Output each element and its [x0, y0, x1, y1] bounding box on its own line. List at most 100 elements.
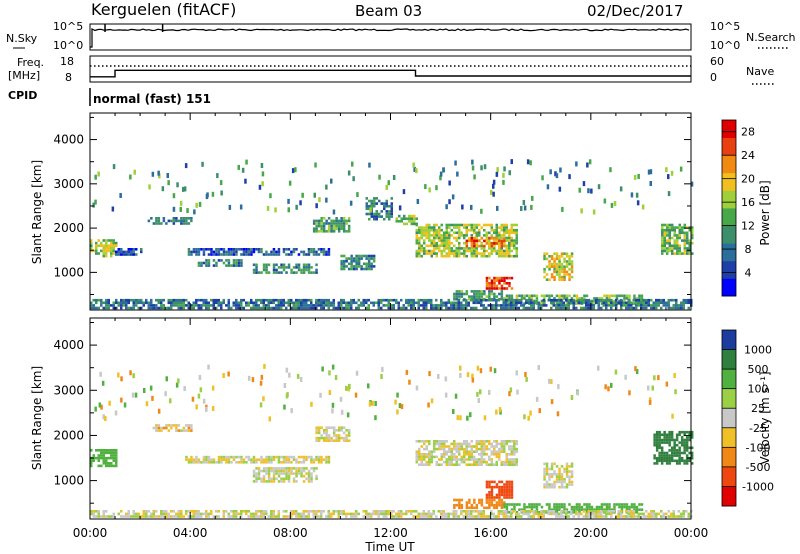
velocity-cell — [347, 439, 351, 442]
power-cell — [485, 254, 488, 258]
power-cell — [545, 273, 549, 276]
velocity-cell — [675, 438, 679, 442]
power-cell — [315, 304, 318, 307]
power-cell — [272, 263, 276, 267]
power-cell — [483, 228, 486, 232]
velocity-cell — [668, 459, 671, 463]
velocity-cell — [287, 455, 291, 459]
power-cell — [92, 304, 95, 307]
velocity-cell — [573, 508, 576, 511]
velocity-cell — [508, 460, 511, 464]
power-cell — [517, 306, 520, 310]
velocity-cell — [495, 460, 498, 464]
power-cell — [225, 264, 228, 267]
power-cell — [425, 236, 428, 240]
velocity-cell — [488, 440, 491, 443]
power-cell — [185, 298, 188, 302]
power-cell — [590, 301, 593, 305]
power-cell — [528, 294, 531, 298]
power-cell — [398, 205, 402, 211]
power-cell — [182, 219, 186, 223]
power-cell — [582, 298, 585, 302]
power-cell — [490, 279, 494, 282]
velocity-cell — [505, 512, 508, 516]
power-cell — [445, 254, 448, 258]
velocity-cell — [347, 429, 351, 432]
velocity-cell — [101, 380, 105, 386]
velocity-cell — [290, 512, 293, 516]
power-cell — [471, 159, 474, 165]
power-cell — [678, 231, 681, 235]
velocity-cell — [155, 424, 158, 427]
power-cell — [483, 249, 486, 253]
velocity-cell — [105, 464, 108, 468]
velocity-cell — [222, 455, 226, 459]
velocity-cell — [312, 512, 315, 516]
power-cell — [510, 159, 513, 165]
velocity-cell — [443, 453, 446, 456]
velocity-cell — [503, 501, 506, 504]
power-cell — [260, 306, 263, 310]
velocity-cell — [467, 515, 470, 518]
velocity-cell — [415, 515, 418, 518]
velocity-cell — [565, 485, 569, 489]
power-cell — [568, 260, 571, 263]
power-cell — [185, 304, 188, 307]
velocity-cell — [627, 515, 630, 518]
power-cell — [442, 301, 445, 305]
velocity-cell — [287, 472, 291, 475]
velocity-cell — [262, 510, 265, 513]
power-cell — [255, 266, 258, 269]
power-cell — [635, 301, 638, 305]
power-cell — [307, 250, 311, 254]
power-cell — [558, 278, 561, 281]
velocity-cell — [185, 512, 188, 516]
power-cell — [543, 257, 546, 261]
power-cell — [475, 234, 478, 237]
power-cell — [502, 179, 505, 185]
velocity-cell — [492, 515, 495, 518]
freq-tick-top: 18 — [60, 55, 74, 68]
power-cell — [275, 304, 278, 307]
velocity-cell — [685, 438, 689, 442]
power-cell — [686, 247, 689, 250]
power-cell — [540, 294, 544, 298]
power-cell — [310, 304, 313, 307]
velocity-cell — [170, 515, 173, 518]
power-cell — [513, 239, 516, 242]
velocity-cell — [500, 450, 503, 453]
power-cell — [488, 239, 491, 242]
velocity-cell — [322, 458, 326, 461]
velocity-cell — [655, 459, 659, 463]
velocity-cell — [272, 480, 276, 483]
power-cell — [423, 239, 426, 242]
power-cell — [433, 239, 436, 242]
power-cell — [215, 250, 218, 254]
power-cell — [377, 306, 380, 310]
power-cell — [312, 253, 316, 256]
velocity-cell — [260, 515, 263, 518]
power-cell — [505, 249, 508, 253]
velocity-cell — [260, 477, 263, 481]
velocity-cell — [262, 512, 265, 516]
power-cell — [661, 249, 664, 253]
velocity-cell — [690, 451, 694, 455]
velocity-cell — [263, 363, 266, 369]
velocity-cell — [220, 455, 223, 459]
velocity-cell — [492, 512, 495, 516]
velocity-cell — [320, 510, 323, 513]
power-cell — [661, 228, 664, 232]
power-cell — [680, 306, 683, 310]
power-cell — [350, 254, 353, 258]
power-cell — [620, 294, 624, 298]
velocity-cell — [475, 440, 478, 443]
power-cell — [152, 222, 156, 225]
power-cell — [527, 306, 530, 310]
velocity-cell — [267, 515, 270, 518]
velocity-cell — [480, 512, 483, 516]
velocity-cell — [598, 505, 601, 509]
power-cell — [615, 294, 619, 298]
velocity-cell — [658, 433, 661, 437]
power-cell — [365, 202, 368, 205]
